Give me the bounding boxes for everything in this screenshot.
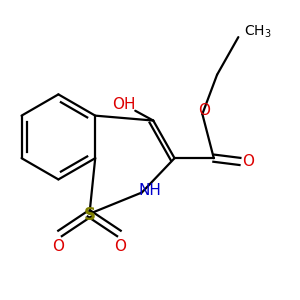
Text: O: O [242,154,254,169]
Text: O: O [52,239,64,254]
Text: CH$_3$: CH$_3$ [244,24,272,40]
Text: NH: NH [139,183,161,198]
Text: S: S [83,206,95,224]
Text: OH: OH [112,97,136,112]
Text: O: O [198,103,210,118]
Text: O: O [115,239,127,254]
